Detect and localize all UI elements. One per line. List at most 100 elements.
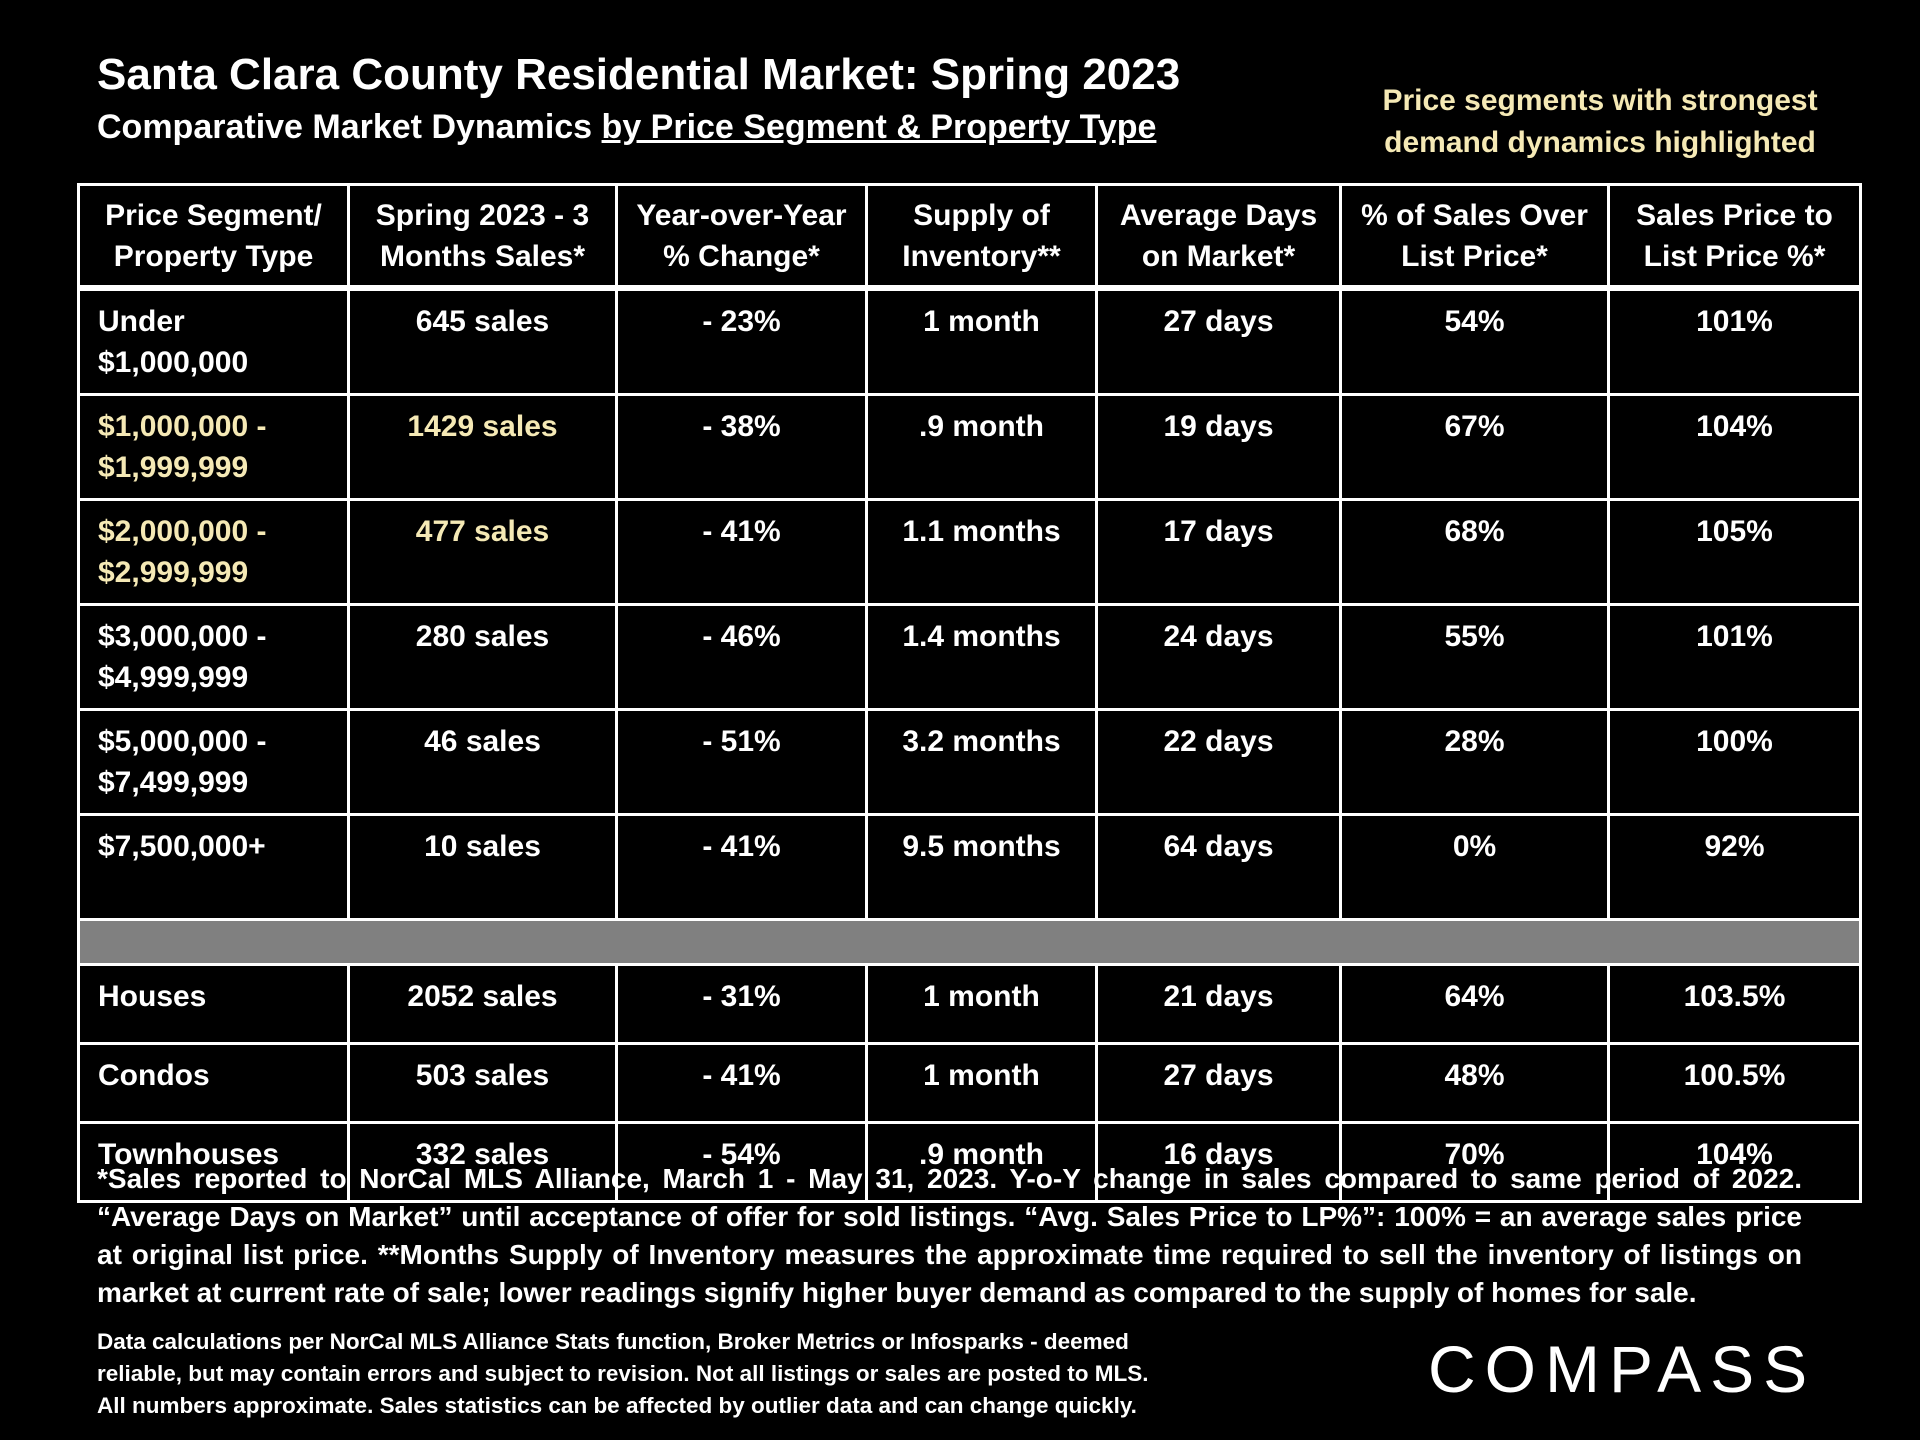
yoy-change-value: - 41% xyxy=(702,515,781,548)
table-header-row: Price Segment/Property Type Spring 2023 -… xyxy=(77,183,1862,291)
price-segment-label: $7,500,000+ xyxy=(98,830,266,863)
sales-cell: 2052 sales xyxy=(347,963,618,1045)
sp-lp-cell: 103.5% xyxy=(1607,963,1862,1045)
supply-cell: 1 month xyxy=(865,963,1098,1045)
supply-value: 3.2 months xyxy=(902,725,1061,758)
sales-value: 280 sales xyxy=(415,620,550,653)
highlight-note: Price segments with strongest demand dyn… xyxy=(1320,80,1880,164)
column-header-line: Average Days xyxy=(1119,198,1318,232)
price-segment-label: $1,000,000 xyxy=(98,346,249,379)
price-segment-cell: $7,500,000+ xyxy=(77,813,350,921)
page-title: Santa Clara County Residential Market: S… xyxy=(97,50,1181,99)
yoy-change-value: - 46% xyxy=(702,620,781,653)
days-on-market-cell: 17 days xyxy=(1095,498,1342,606)
supply-cell: .9 month xyxy=(865,393,1098,501)
column-header: Price Segment/Property Type xyxy=(77,183,350,291)
over-list-cell: 54% xyxy=(1339,286,1610,396)
table-row: $2,000,000 - $2,999,999 477 sales - 41% 1.1 … xyxy=(77,498,1862,606)
days-on-market-cell: 22 days xyxy=(1095,708,1342,816)
over-list-cell: 70% xyxy=(1339,1121,1610,1203)
column-header-line: % of Sales Over xyxy=(1361,198,1588,232)
table-row: $7,500,000+ 10 sales - 41% 9.5 months 64 day… xyxy=(77,813,1862,921)
disclaimer-line2: reliable, but may contain errors and sub… xyxy=(97,1361,1149,1386)
days-on-market-value: 64 days xyxy=(1163,830,1274,863)
price-segment-label: $1,000,000 - xyxy=(98,410,267,443)
sales-cell: 10 sales xyxy=(347,813,618,921)
compass-logo: COMPASS xyxy=(1428,1332,1817,1406)
supply-value: 1.4 months xyxy=(902,620,1061,653)
column-header-line: Months Sales* xyxy=(379,239,586,273)
sales-value: 645 sales xyxy=(415,305,550,338)
column-header: Year-over-Year % Change* xyxy=(615,183,868,291)
days-on-market-value: 22 days xyxy=(1163,725,1274,758)
sales-cell: 332 sales xyxy=(347,1121,618,1203)
sp-lp-value: 101% xyxy=(1696,305,1773,338)
over-list-value: 55% xyxy=(1444,620,1505,653)
yoy-change-cell: - 41% xyxy=(615,498,868,606)
days-on-market-cell: 19 days xyxy=(1095,393,1342,501)
yoy-change-value: - 38% xyxy=(702,410,781,443)
supply-cell: 9.5 months xyxy=(865,813,1098,921)
disclaimer-line3: All numbers approximate. Sales statistic… xyxy=(97,1393,1137,1418)
table-row: $1,000,000 - $1,999,999 1429 sales - 38% .9 … xyxy=(77,393,1862,501)
price-segment-cell: Under $1,000,000 xyxy=(77,286,350,396)
yoy-change-cell: - 31% xyxy=(615,963,868,1045)
sp-lp-value: 105% xyxy=(1696,515,1773,548)
separator-bar xyxy=(77,918,1862,966)
column-header-line: Supply of xyxy=(913,198,1050,232)
days-on-market-cell: 24 days xyxy=(1095,603,1342,711)
subtitle-underlined: by Price Segment & Property Type xyxy=(601,108,1157,146)
over-list-cell: 64% xyxy=(1339,963,1610,1045)
disclaimer-line1: Data calculations per NorCal MLS Allianc… xyxy=(97,1329,1129,1354)
sp-lp-value: 92% xyxy=(1704,830,1765,863)
over-list-cell: 48% xyxy=(1339,1042,1610,1124)
sp-lp-cell: 105% xyxy=(1607,498,1862,606)
column-header-line: List Price %* xyxy=(1643,239,1826,273)
price-segment-label: $4,999,999 xyxy=(98,661,249,694)
highlight-note-line2: demand dynamics highlighted xyxy=(1384,126,1816,159)
days-on-market-value: 24 days xyxy=(1163,620,1274,653)
column-header: Supply of Inventory** xyxy=(865,183,1098,291)
price-segment-cell: $3,000,000 - $4,999,999 xyxy=(77,603,350,711)
days-on-market-value: 27 days xyxy=(1163,305,1274,338)
footnote: *Sales reported to NorCal MLS Alliance, … xyxy=(97,1163,1802,1308)
days-on-market-value: 17 days xyxy=(1163,515,1274,548)
supply-value: 1 month xyxy=(923,305,1040,338)
yoy-change-cell: - 46% xyxy=(615,603,868,711)
column-header-line: on Market* xyxy=(1141,239,1296,273)
sales-cell: 503 sales xyxy=(347,1042,618,1124)
yoy-change-cell: - 51% xyxy=(615,708,868,816)
sp-lp-cell: 92% xyxy=(1607,813,1862,921)
price-segment-label: $2,000,000 - xyxy=(98,515,267,548)
sales-cell: 645 sales xyxy=(347,286,618,396)
over-list-cell: 28% xyxy=(1339,708,1610,816)
days-on-market-value: 19 days xyxy=(1163,410,1274,443)
sp-lp-value: 101% xyxy=(1696,620,1773,653)
sp-lp-cell: 101% xyxy=(1607,603,1862,711)
column-header: % of Sales Over List Price* xyxy=(1339,183,1610,291)
table-row: $5,000,000 - $7,499,999 46 sales - 51% 3.2 m… xyxy=(77,708,1862,816)
over-list-value: 28% xyxy=(1444,725,1505,758)
supply-cell: 1.4 months xyxy=(865,603,1098,711)
market-dynamics-table: Price Segment/Property Type Spring 2023 -… xyxy=(77,183,1862,1203)
sp-lp-cell: 101% xyxy=(1607,286,1862,396)
column-header-line: Year-over-Year xyxy=(636,198,847,232)
yoy-change-cell: - 54% xyxy=(615,1121,868,1203)
table-row: $3,000,000 - $4,999,999 280 sales - 46% 1.4 … xyxy=(77,603,1862,711)
yoy-change-cell: - 41% xyxy=(615,813,868,921)
table-row: Townhouses 332 sales - 54% .9 month 16 days 7… xyxy=(77,1121,1862,1203)
page-subtitle: Comparative Market Dynamics by Price Seg… xyxy=(97,108,1156,147)
column-header-line: Price Segment/ xyxy=(105,198,322,232)
sp-lp-value: 100% xyxy=(1696,725,1773,758)
price-segment-label: $1,999,999 xyxy=(98,451,249,484)
yoy-change-value: - 23% xyxy=(702,305,781,338)
supply-value: .9 month xyxy=(919,410,1044,443)
yoy-change-cell: - 23% xyxy=(615,286,868,396)
property-type-cell: Townhouses xyxy=(77,1121,350,1203)
yoy-change-cell: - 38% xyxy=(615,393,868,501)
table-separator-row xyxy=(77,918,1862,966)
price-segment-label: Under xyxy=(98,305,185,338)
sp-lp-cell: 100% xyxy=(1607,708,1862,816)
over-list-value: 67% xyxy=(1444,410,1505,443)
sales-value: 477 sales xyxy=(415,515,550,548)
